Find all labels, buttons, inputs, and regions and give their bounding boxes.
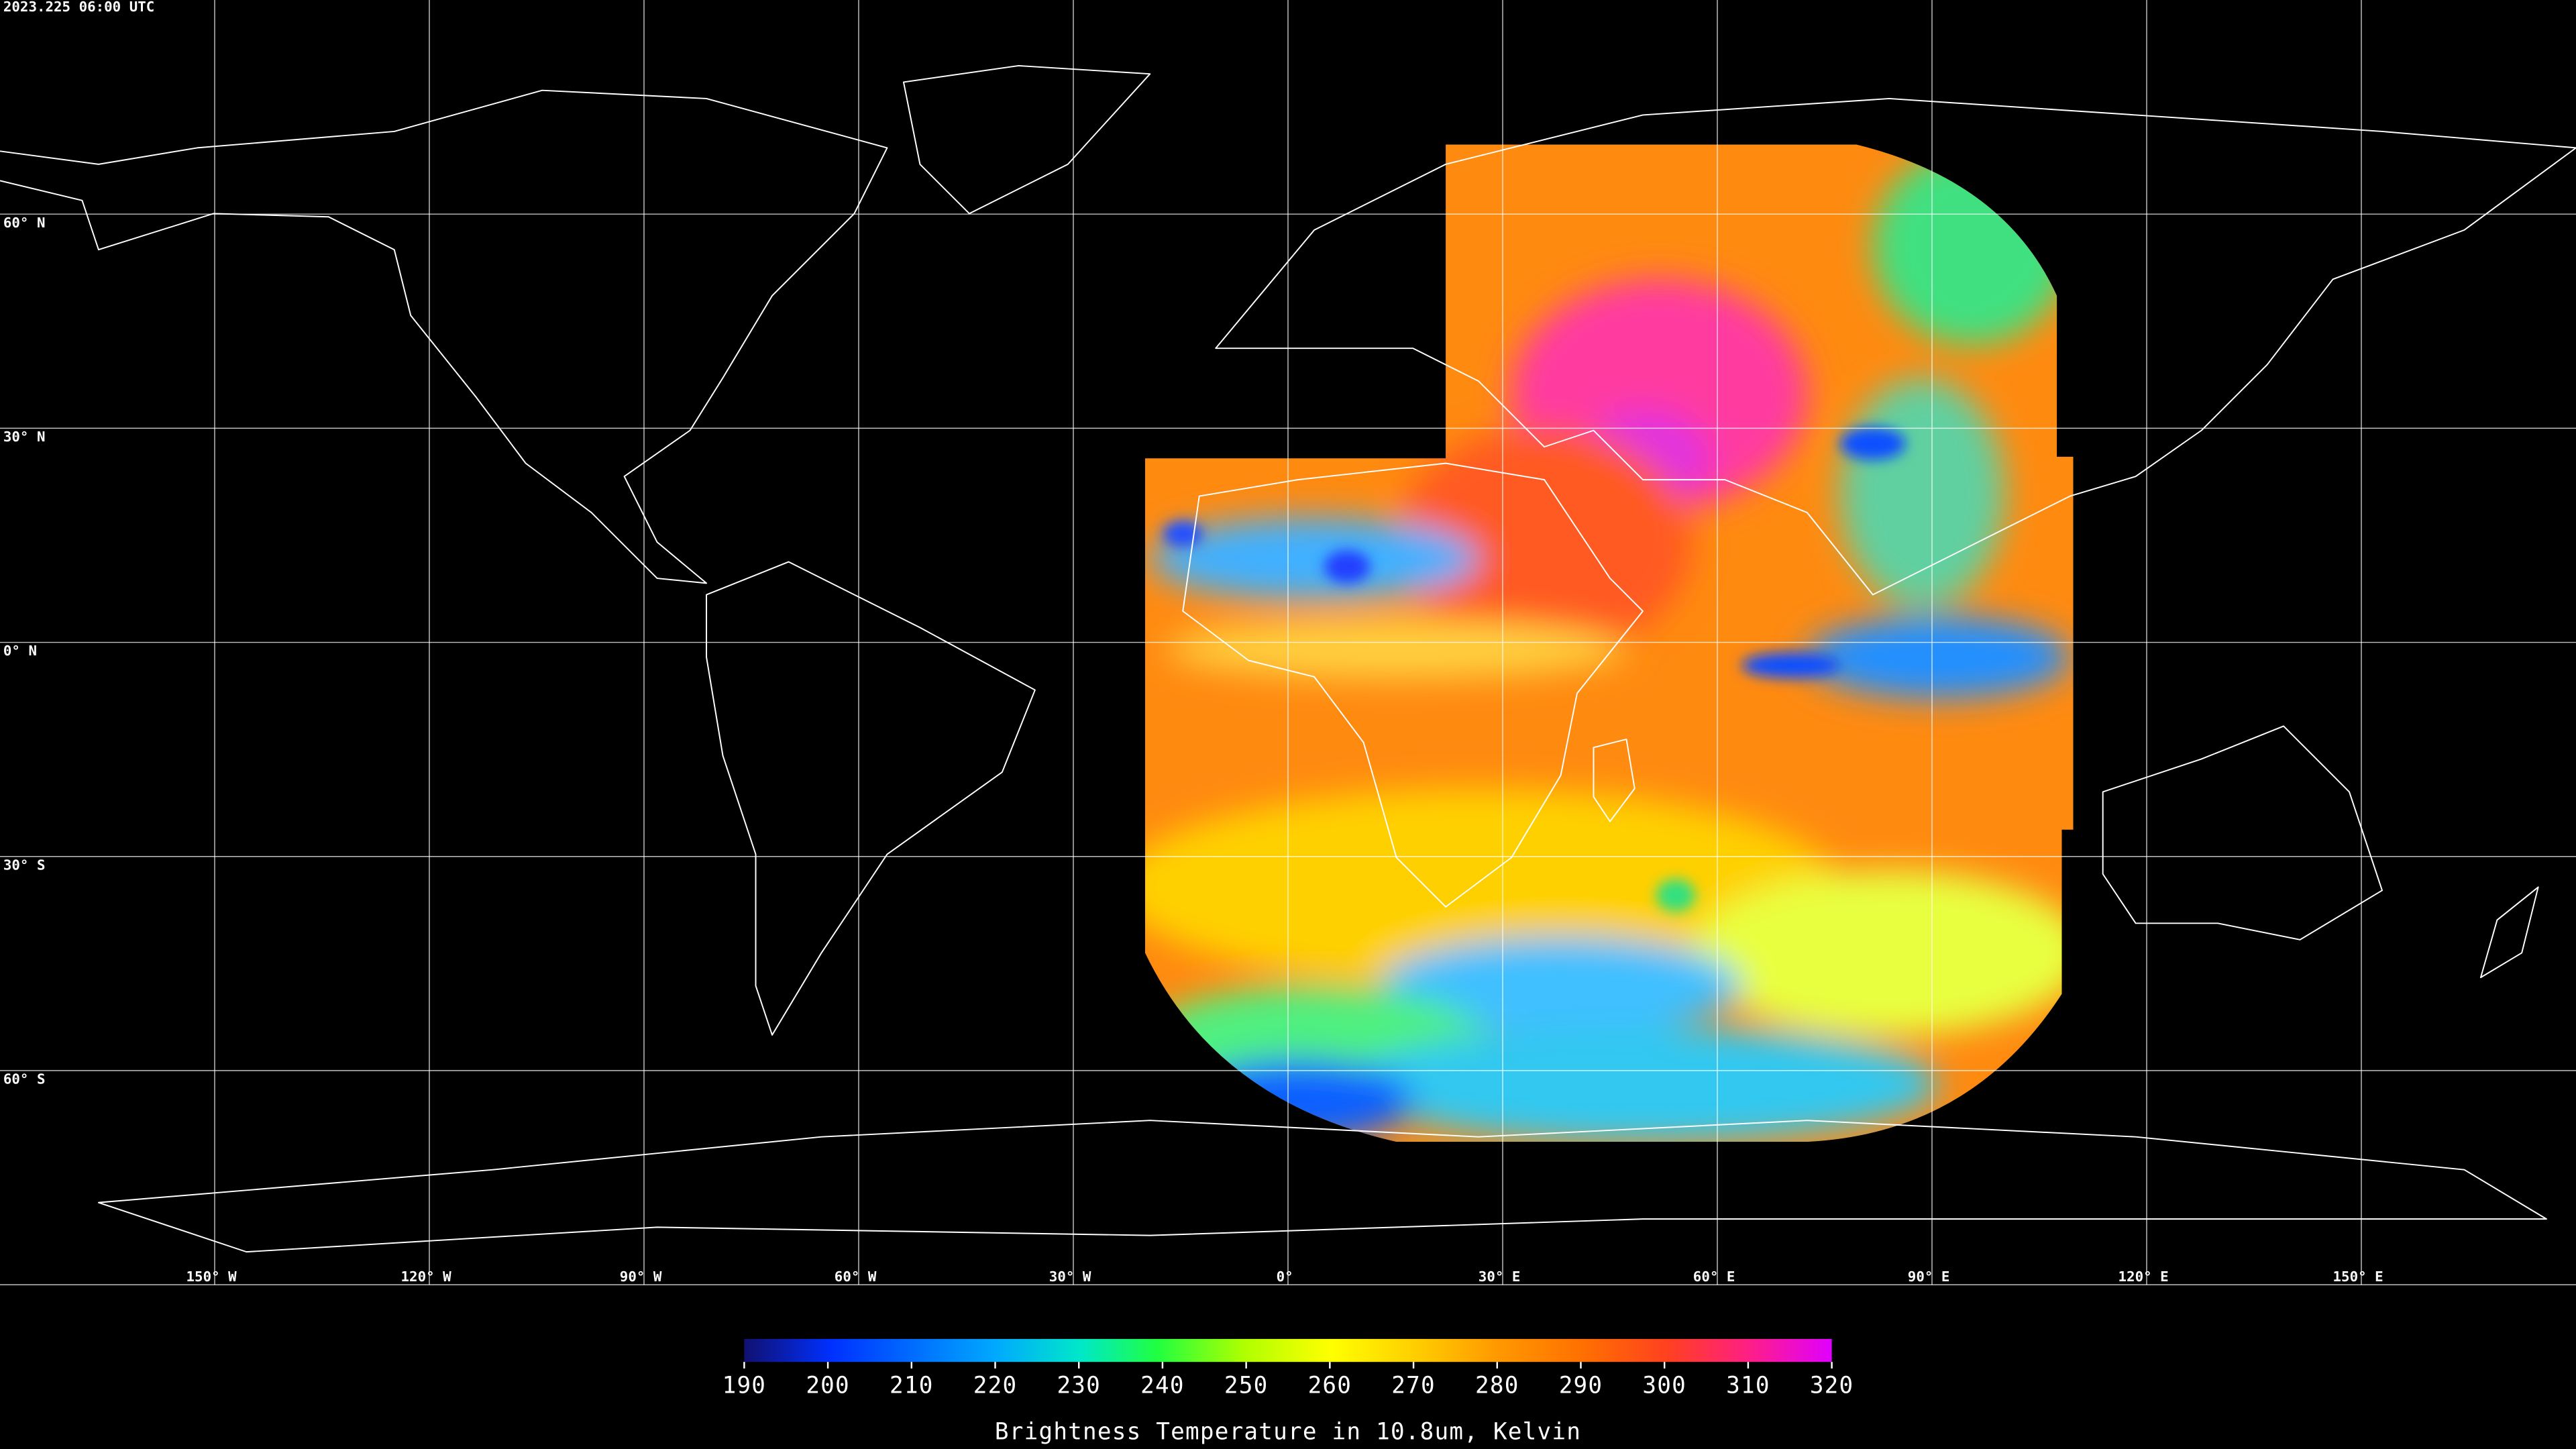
- colorbar-tick-label: 290: [1559, 1373, 1603, 1399]
- colorbar-tick-label: 300: [1642, 1373, 1686, 1399]
- lon-label: 150° W: [186, 1269, 237, 1285]
- graticule: 60° N 30° N 0° N 30° S 60° S 150° W 120° W 90° …: [0, 0, 2576, 1285]
- lat-label: 30° N: [3, 429, 46, 445]
- lon-label: 30° W: [1049, 1269, 1091, 1285]
- colorbar-tick-label: 270: [1391, 1373, 1436, 1399]
- colorbar-tick-label: 190: [722, 1373, 767, 1399]
- timestamp: 2023.225 06:00 UTC: [3, 0, 154, 15]
- coastlines: [0, 64, 2576, 1253]
- lat-label: 30° S: [3, 857, 46, 873]
- lat-label: 60° S: [3, 1071, 46, 1087]
- lon-label: 60° E: [1693, 1269, 1735, 1285]
- colorbar-tick-label: 220: [973, 1373, 1018, 1399]
- lon-label: 60° W: [835, 1269, 877, 1285]
- lat-label: 0° N: [3, 643, 37, 659]
- lon-label: 120° E: [2118, 1269, 2169, 1285]
- lon-label: 90° W: [620, 1269, 662, 1285]
- lon-label: 30° E: [1479, 1269, 1521, 1285]
- colorbar-tick-label: 260: [1308, 1373, 1352, 1399]
- colorbar-tick-label: 230: [1057, 1373, 1101, 1399]
- colorbar-tick-label: 240: [1140, 1373, 1185, 1399]
- lon-label: 90° E: [1908, 1269, 1950, 1285]
- lon-label: 150° E: [2333, 1269, 2383, 1285]
- colorbar-label: Brightness Temperature in 10.8um, Kelvin: [995, 1418, 1581, 1445]
- colorbar-tick-label: 210: [890, 1373, 934, 1399]
- lon-label: 120° W: [401, 1269, 452, 1285]
- colorbar: [744, 1338, 1832, 1362]
- colorbar-tick-label: 280: [1475, 1373, 1519, 1399]
- colorbar-tick-label: 320: [1810, 1373, 1854, 1399]
- colorbar-tick-label: 200: [806, 1373, 850, 1399]
- colorbar-tick-label: 310: [1726, 1373, 1770, 1399]
- lat-label: 60° N: [3, 215, 46, 231]
- colorbar-ticks: 190 200 210 220 230 240 250 260 270 280 290 300 310 3…: [722, 1362, 1854, 1399]
- lon-label: 0°: [1277, 1269, 1293, 1285]
- colorbar-tick-label: 250: [1224, 1373, 1269, 1399]
